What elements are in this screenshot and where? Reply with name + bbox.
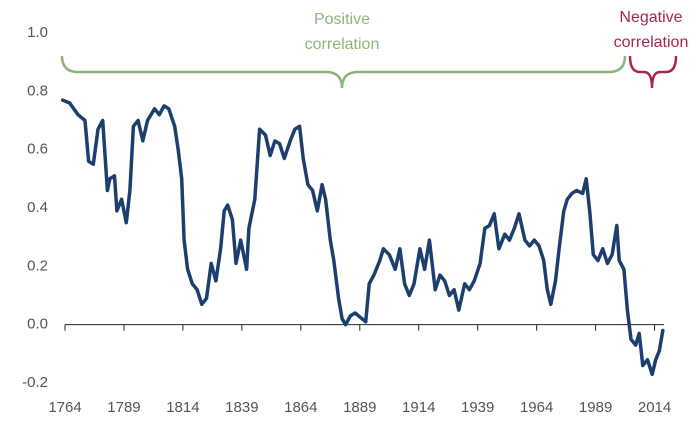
y-tick-label: 0.4 [27, 199, 48, 216]
x-tick-label: 1764 [48, 399, 81, 416]
y-tick-label: 0.6 [27, 141, 48, 158]
x-tick-label: 1964 [520, 399, 553, 416]
y-tick-label: -0.2 [22, 374, 48, 391]
x-tick-label: 1914 [402, 399, 435, 416]
x-tick-label: 1839 [225, 399, 258, 416]
x-tick-label: 1789 [107, 399, 140, 416]
line [60, 98, 665, 377]
x-tick-label: 1864 [284, 399, 317, 416]
bracket [628, 55, 678, 89]
x-tick-label: 1989 [579, 399, 612, 416]
x-tick-label: 1939 [461, 399, 494, 416]
y-tick-label: 0.0 [27, 316, 48, 333]
x-tick-label: 1889 [343, 399, 376, 416]
y-tick-label: 0.2 [27, 257, 48, 274]
x-tick-label: 2014 [638, 399, 671, 416]
y-tick-label: 1.0 [27, 24, 48, 41]
bracket [60, 55, 627, 89]
y-tick-label: 0.8 [27, 82, 48, 99]
x-tick-label: 1814 [166, 399, 199, 416]
annotation: correlation [305, 36, 380, 53]
annotation: Positive [314, 11, 370, 28]
annotation: Negative [619, 9, 682, 26]
annotation: correlation [614, 34, 689, 51]
